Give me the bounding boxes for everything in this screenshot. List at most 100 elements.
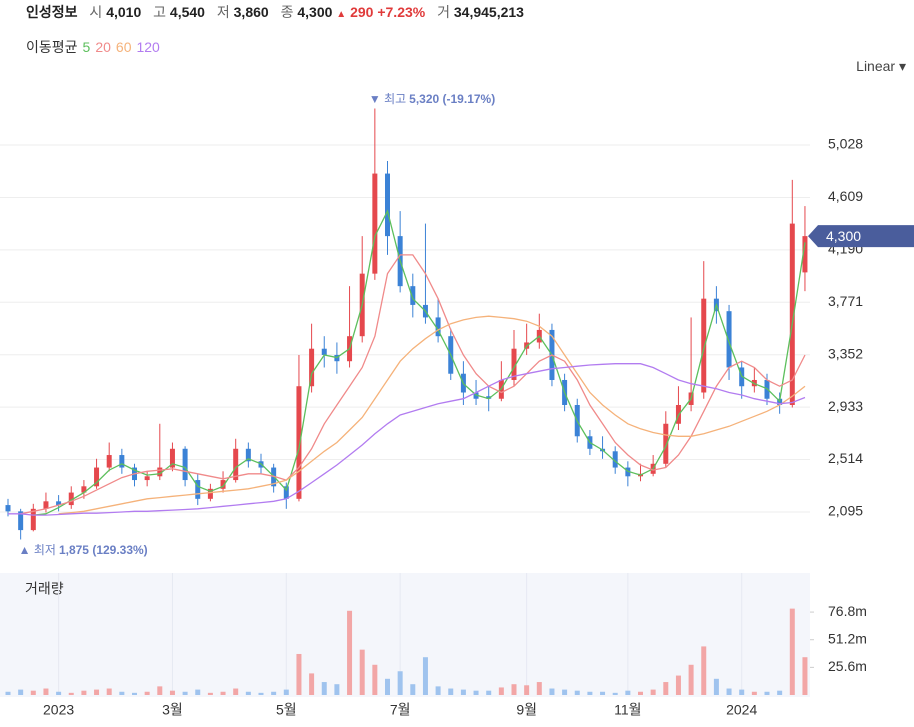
max-annotation: ▼ 최고 5,320 (-19.17%) [369, 92, 495, 106]
max-text: ▼ 최고 5,320 (-19.17%) [369, 92, 495, 106]
volume-bar [549, 688, 555, 695]
volume-bar [473, 690, 479, 695]
volume-bar [5, 691, 11, 695]
high-value: 4,540 [169, 4, 205, 20]
volume-bar [789, 608, 795, 695]
volume-bar [675, 675, 681, 695]
legend-entry[interactable]: 5 [82, 39, 91, 55]
candle-body [486, 396, 492, 399]
candle-body [18, 511, 24, 531]
min-label: 최저 [34, 543, 56, 557]
change: 290 [350, 4, 374, 20]
candle-body [701, 298, 707, 393]
candle-body [233, 448, 239, 481]
volume-bar [397, 671, 403, 695]
volume-tick-label: 76.8m [828, 603, 867, 619]
volume-bar [106, 688, 112, 695]
volume-bar [638, 691, 643, 695]
close-label: 종 [280, 4, 294, 20]
volume-bar [347, 610, 353, 695]
volume-bar [372, 664, 378, 695]
candle-body [435, 317, 441, 337]
candle-body [43, 501, 49, 509]
volume-bar [207, 692, 213, 695]
moving-average-line [20, 254, 806, 515]
volume-bar [68, 692, 74, 695]
scale-mode[interactable]: Linear ▾ [856, 58, 906, 75]
volume-bar [144, 691, 150, 695]
candle-body [157, 467, 163, 477]
volume-bar [448, 688, 454, 695]
legend-entry[interactable]: 60 [115, 39, 132, 55]
y-tick-label: 3,352 [828, 345, 863, 361]
candle-body [169, 448, 175, 468]
volume-bar [777, 690, 783, 695]
candle-body [56, 501, 62, 506]
volume-bar [296, 653, 302, 695]
candle-body [30, 508, 36, 531]
x-tick-label: 7월 [390, 702, 411, 718]
volume-bar [688, 664, 694, 695]
volume-bar [625, 690, 631, 695]
volume-bar [169, 690, 175, 695]
candle-body [385, 173, 390, 237]
legend-entry[interactable]: 20 [95, 39, 111, 55]
volume-bar [233, 688, 239, 695]
volume-bar [410, 684, 416, 695]
volume-bar [524, 685, 530, 695]
volume-bar [587, 691, 593, 695]
min-value: 1,875 (129.33%) [59, 543, 148, 557]
x-tick-label: 3월 [162, 702, 183, 718]
volume-bar [802, 657, 808, 695]
volume-bar [321, 682, 327, 695]
volume-bar [334, 684, 340, 695]
x-tick-label: 2024 [726, 702, 757, 718]
volume-bar [43, 688, 49, 695]
volume-bar [359, 649, 365, 695]
candle-body [511, 348, 517, 380]
stock-name: 인성정보 [26, 4, 78, 20]
dropdown-arrow: ▾ [898, 58, 906, 74]
volume-bar [713, 678, 719, 695]
volume-bar [612, 692, 618, 695]
y-tick-label: 3,771 [828, 293, 863, 309]
volume-bar [726, 688, 732, 695]
candle-body [68, 492, 74, 506]
open-value: 4,010 [106, 4, 142, 20]
volume-bar [18, 689, 24, 695]
volume-tick-label: 51.2m [828, 630, 867, 646]
candle-body [245, 448, 251, 462]
candle-body [802, 236, 808, 273]
volume-bar [309, 673, 315, 695]
change-pct: +7.23% [377, 4, 426, 20]
low-label: 저 [216, 4, 230, 20]
volume-bar [283, 689, 289, 695]
candle-body [296, 386, 302, 499]
volume-bar [663, 682, 669, 695]
min-arrow: ▲ [19, 543, 34, 557]
volume-bar [195, 689, 201, 695]
x-tick-label: 11월 [614, 702, 641, 718]
header: 인성정보 시 4,010 고 4,540 저 3,860 종 4,300 ▲ 2… [26, 2, 524, 22]
max-label: 최고 [384, 92, 406, 106]
candle-body [220, 480, 226, 489]
candle-body [663, 423, 669, 464]
volume-bar [157, 686, 163, 695]
volume-bar [94, 689, 100, 695]
candle-body [81, 486, 87, 493]
legend-entry[interactable]: 120 [136, 39, 160, 55]
candle-body [207, 488, 213, 499]
candle-body [283, 486, 289, 499]
moving-average-line [33, 209, 806, 516]
volume-bar [751, 691, 757, 695]
volume-bar [574, 690, 580, 695]
candle-body [195, 480, 201, 499]
last-price-label: 4,300 [826, 228, 861, 244]
legend-title: 이동평균 [26, 39, 78, 55]
volume-value: 34,945,213 [453, 4, 524, 20]
volume-bar [81, 690, 87, 695]
candle-body [5, 505, 11, 512]
moving-average-line [8, 363, 806, 516]
volume-bar [258, 692, 264, 695]
